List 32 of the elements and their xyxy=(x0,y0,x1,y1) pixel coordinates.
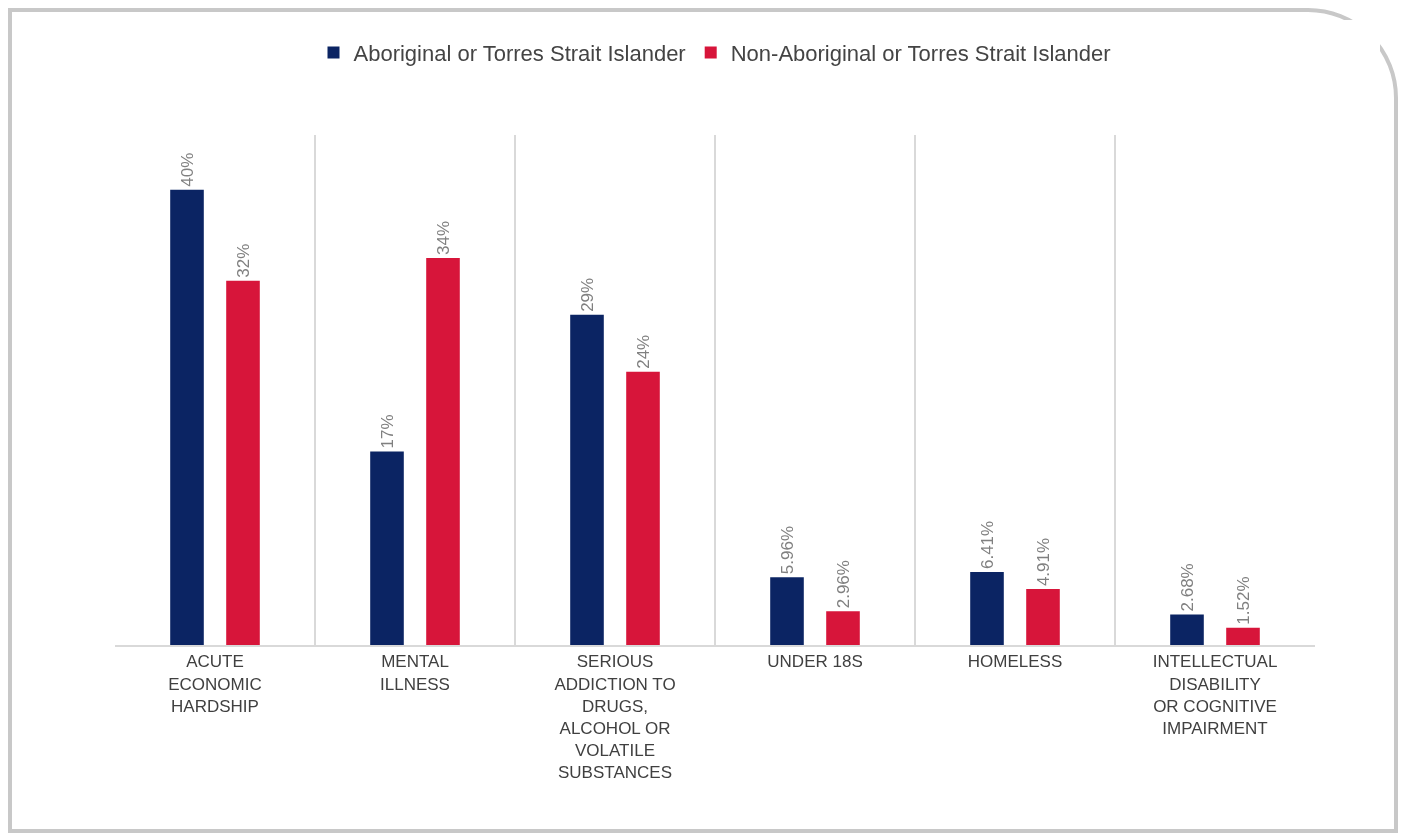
data-label: 29% xyxy=(577,277,597,312)
data-label: 2.96% xyxy=(833,560,853,609)
bar xyxy=(226,280,260,645)
x-tick-label: ACUTE ECONOMIC HARDSHIP xyxy=(168,652,262,716)
data-label: 32% xyxy=(233,243,253,278)
bar xyxy=(1226,627,1260,645)
x-tick-label: MENTAL ILLNESS xyxy=(380,652,450,694)
x-tick-label: SERIOUS ADDICTION TO DRUGS, ALCOHOL OR VOLATILE SUBSTANCES xyxy=(554,652,676,782)
bar xyxy=(570,314,604,645)
legend-label: Non-Aboriginal or Torres Strait Islander xyxy=(730,41,1111,67)
data-label: 5.96% xyxy=(777,525,797,575)
bar xyxy=(426,257,460,645)
bar xyxy=(170,189,204,645)
data-label: 40% xyxy=(177,152,197,187)
data-label: 1.52% xyxy=(1233,576,1253,625)
bar xyxy=(970,572,1004,645)
bar xyxy=(826,611,860,645)
legend-label: Aboriginal or Torres Strait Islander xyxy=(353,41,686,67)
x-tick-label: UNDER 18S xyxy=(767,652,863,672)
bar xyxy=(1026,589,1060,645)
x-tick-label: INTELLECTUAL DISABILITY OR COGNITIVE IMPAIRMENT xyxy=(1152,652,1278,738)
bar xyxy=(626,371,660,645)
bar xyxy=(1170,614,1204,645)
data-label: 2.68% xyxy=(1177,563,1197,612)
bar xyxy=(770,577,804,645)
data-label: 34% xyxy=(433,220,453,255)
data-label: 6.41% xyxy=(977,520,997,570)
bar xyxy=(370,451,404,645)
data-label: 4.91% xyxy=(1033,537,1053,587)
data-label: 24% xyxy=(633,334,653,369)
x-tick-label: HOMELESS xyxy=(967,652,1063,672)
data-label: 17% xyxy=(377,414,397,449)
